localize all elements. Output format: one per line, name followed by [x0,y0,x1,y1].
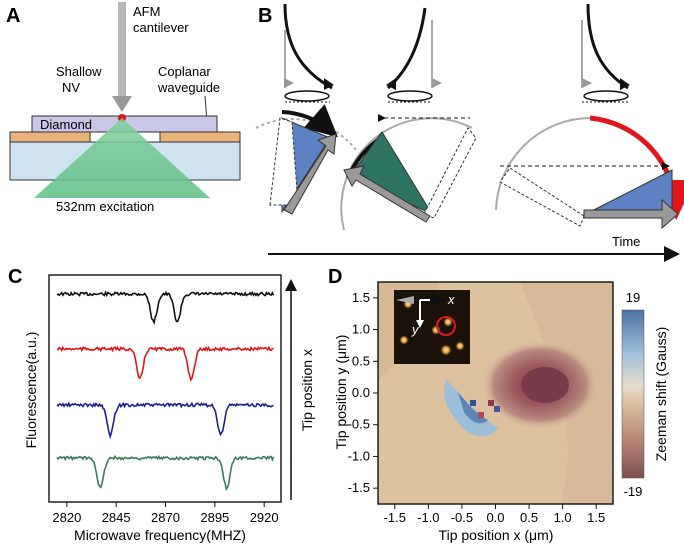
laser-beam [34,118,210,198]
map-xticks: -1.5 -1.0 -0.5 0.0 0.5 1.0 1.5 [384,504,605,525]
nv-marker-circle [436,316,456,336]
map-ytick: 1.0 [352,322,370,337]
waveguide-left [9,131,91,143]
diamond-label: Diamond [40,117,92,132]
waveguide-label-1: Coplanar [158,64,211,79]
map-ytick: -1.5 [348,480,370,495]
cantilever-tip [112,96,132,112]
spectra-traces [56,290,275,492]
precession-state-3 [495,115,684,230]
spectrum-trace [56,454,275,492]
panel-d: D x y -1.5 -1. [328,266,669,543]
panel-a-label: A [6,5,20,27]
panel-b: B [255,3,684,262]
colorbar-min: -19 [624,484,643,499]
map-xtick: 0.0 [486,510,504,525]
map-xtick: 0.5 [520,510,538,525]
spectra-xtick: 2845 [102,510,131,525]
colorbar-max: 19 [626,290,640,305]
precession-state-2 [340,114,477,231]
map-xtick: -1.5 [384,510,406,525]
inset-x-label: x [447,292,455,307]
colorbar-label: Zeeman shift (Gauss) [653,327,669,462]
tip-position-axis-label: Tip position x [299,349,315,431]
cantilever-bend-2 [386,7,442,103]
panel-a: A AFM cantilever Shallow NV Coplanar wav… [6,2,241,214]
panel-c: C 2820 2845 2870 2895 2920 Microwave frequen… [8,266,315,543]
map-ytick: -0.5 [348,417,370,432]
colorbar [621,309,645,479]
spectra-xtick: 2870 [151,510,180,525]
map-xtick: -0.5 [451,510,473,525]
cantilever-bend-3 [581,3,630,103]
spectra-xtick: 2820 [52,510,81,525]
spectra-frame [48,274,282,503]
map-ylabel: Tip position y (μm) [333,335,349,450]
cantilever-label-1: AFM [133,4,160,19]
waveguide-label-2: waveguide [157,80,220,95]
spectra-ylabel: Fluorescence(a.u.) [23,332,39,449]
spectra-xtick: 2895 [200,510,229,525]
nv-label-1: Shallow [56,64,102,79]
inset-y-label: y [411,322,420,337]
spectra-xlabel: Microwave frequency(MHZ) [74,527,246,543]
map-ytick: 1.5 [352,290,370,305]
map-ytick: -1.0 [348,448,370,463]
map-xtick: 1.5 [587,510,605,525]
map-xtick: -1.0 [417,510,439,525]
map-yticks: 1.5 1.0 0.5 0.0 -0.5 -1.0 -1.5 [348,290,378,495]
map-ytick: 0.5 [352,353,370,368]
excitation-label: 532nm excitation [56,199,154,214]
map-xtick: 1.0 [554,510,572,525]
map-ytick: 0.0 [352,385,370,400]
inset-image: x y [394,290,470,364]
precession-state-1 [255,104,357,215]
spectra-xticks: 2820 2845 2870 2895 2920 [52,502,279,525]
time-label: Time [612,234,640,249]
spectrum-trace [56,345,274,382]
spectrum-trace [56,401,274,440]
cantilever-label-2: cantilever [133,20,189,35]
spectrum-trace [56,290,275,325]
waveguide-right [159,131,241,143]
nv-label-2: NV [62,80,80,95]
spectra-xtick: 2920 [250,510,279,525]
cantilever-shaft [118,2,126,97]
panel-c-label: C [8,266,22,288]
cantilever-bend-1 [283,3,334,103]
map-xlabel: Tip position x (μm) [439,527,554,543]
panel-d-label: D [328,266,342,288]
panel-b-label: B [258,5,272,27]
